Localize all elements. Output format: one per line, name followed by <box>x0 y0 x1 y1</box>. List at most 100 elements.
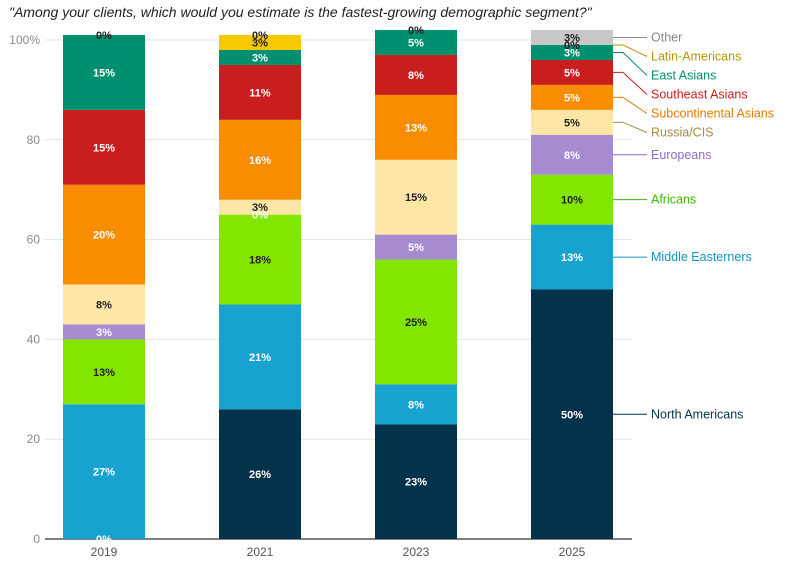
bar-segment <box>375 384 457 425</box>
legend-leader-line <box>613 71 648 95</box>
y-tick-label: 0 <box>33 532 40 546</box>
y-tick-label: 80 <box>27 133 41 147</box>
legend: North Americans Middle Easterners Africans… <box>613 31 774 421</box>
bar-segment <box>375 94 457 160</box>
x-axis-labels: 2019 2021 2023 2025 <box>91 545 586 559</box>
data-label: 10% <box>561 195 583 207</box>
data-label: 13% <box>93 367 115 379</box>
legend-label: Russia/CIS <box>651 126 714 140</box>
data-label: 8% <box>96 299 112 311</box>
bar-segment <box>531 44 613 60</box>
data-label: 15% <box>93 142 115 154</box>
bar-segment <box>219 49 301 65</box>
bar-segment <box>375 159 457 235</box>
data-label: 5% <box>564 92 580 104</box>
data-label: 0% <box>408 25 424 37</box>
bar-segment <box>531 59 613 85</box>
y-axis-labels: 0 20 40 60 80 100% <box>9 33 40 546</box>
legend-label: Middle Easterners <box>651 250 752 264</box>
bar-segment <box>375 424 457 539</box>
data-label: 21% <box>249 352 271 364</box>
bar-segment <box>531 84 613 110</box>
bar-segment <box>219 64 301 120</box>
legend-leader-line <box>613 96 648 114</box>
bar-segment <box>531 174 613 225</box>
data-label: 0% <box>564 40 580 52</box>
data-label: 3% <box>564 47 580 59</box>
bar-segment <box>219 119 301 200</box>
x-tick-label: 2019 <box>91 545 118 559</box>
data-label: 23% <box>405 477 427 489</box>
bar-segment <box>375 54 457 95</box>
data-label: 16% <box>249 155 271 167</box>
legend-label: Africans <box>651 193 696 207</box>
x-tick-label: 2023 <box>403 545 430 559</box>
bar-segment <box>531 109 613 135</box>
data-label: 11% <box>249 87 271 99</box>
data-label: 0% <box>96 30 112 42</box>
bar-segment <box>531 289 613 539</box>
data-label: 26% <box>249 469 271 481</box>
legend-leader-line <box>613 121 648 133</box>
data-label: 15% <box>405 192 427 204</box>
legend-label: East Asians <box>651 69 716 83</box>
data-label: 8% <box>564 150 580 162</box>
bar-segment <box>375 30 457 55</box>
bar-segment <box>219 199 301 215</box>
y-tick-label: 100% <box>9 33 40 47</box>
y-tick-label: 20 <box>27 432 41 446</box>
data-label: 20% <box>93 230 115 242</box>
legend-label: Southeast Asians <box>651 88 748 102</box>
bar-segment <box>63 284 145 325</box>
data-label: 8% <box>408 399 424 411</box>
bar-segment <box>219 409 301 539</box>
data-label: 5% <box>564 117 580 129</box>
bar-segment <box>219 35 301 50</box>
data-label: 0% <box>252 210 268 222</box>
data-label: 5% <box>408 242 424 254</box>
data-label: 13% <box>405 122 427 134</box>
data-label: 0% <box>96 534 112 546</box>
data-label: 3% <box>96 327 112 339</box>
bar-segment <box>531 134 613 175</box>
y-tick-label: 60 <box>27 233 41 247</box>
data-label: 8% <box>408 70 424 82</box>
chart-title: "Among your clients, which would you est… <box>9 4 592 20</box>
data-label: 18% <box>249 255 271 267</box>
data-label: 3% <box>252 52 268 64</box>
x-tick-label: 2021 <box>247 545 274 559</box>
legend-label: Latin-Americans <box>651 50 741 64</box>
data-label: 15% <box>93 67 115 79</box>
legend-label: Other <box>651 31 682 45</box>
x-tick-label: 2025 <box>559 545 586 559</box>
bar-segment <box>63 35 145 110</box>
legend-label: Subcontinental Asians <box>651 107 774 121</box>
data-label: 13% <box>561 252 583 264</box>
legend-leader-line <box>613 44 648 57</box>
data-label: 5% <box>564 67 580 79</box>
data-label: 3% <box>564 33 580 45</box>
bar-segment <box>531 224 613 290</box>
legend-leader-line <box>613 51 648 76</box>
bar-segment <box>219 304 301 410</box>
data-label: 50% <box>561 409 583 421</box>
bar-segment <box>375 234 457 260</box>
data-label: 5% <box>408 37 424 49</box>
bar-segment <box>63 324 145 340</box>
legend-label: North Americans <box>651 407 743 421</box>
data-label: 27% <box>93 467 115 479</box>
data-label: 3% <box>252 202 268 214</box>
data-label: 0% <box>252 30 268 42</box>
data-label: 25% <box>405 317 427 329</box>
bar-segment <box>63 339 145 405</box>
y-tick-label: 40 <box>27 332 41 346</box>
data-label: 3% <box>252 37 268 49</box>
bar-segment <box>63 404 145 539</box>
legend-label: Europeans <box>651 148 711 162</box>
bar-segment <box>219 214 301 305</box>
bar-segment <box>375 259 457 385</box>
bars: 0%27%13%3%8%20%15%15%0%26%21%18%0%3%16%1… <box>63 25 613 546</box>
bar-segment <box>63 109 145 185</box>
bar-segment <box>531 30 613 45</box>
